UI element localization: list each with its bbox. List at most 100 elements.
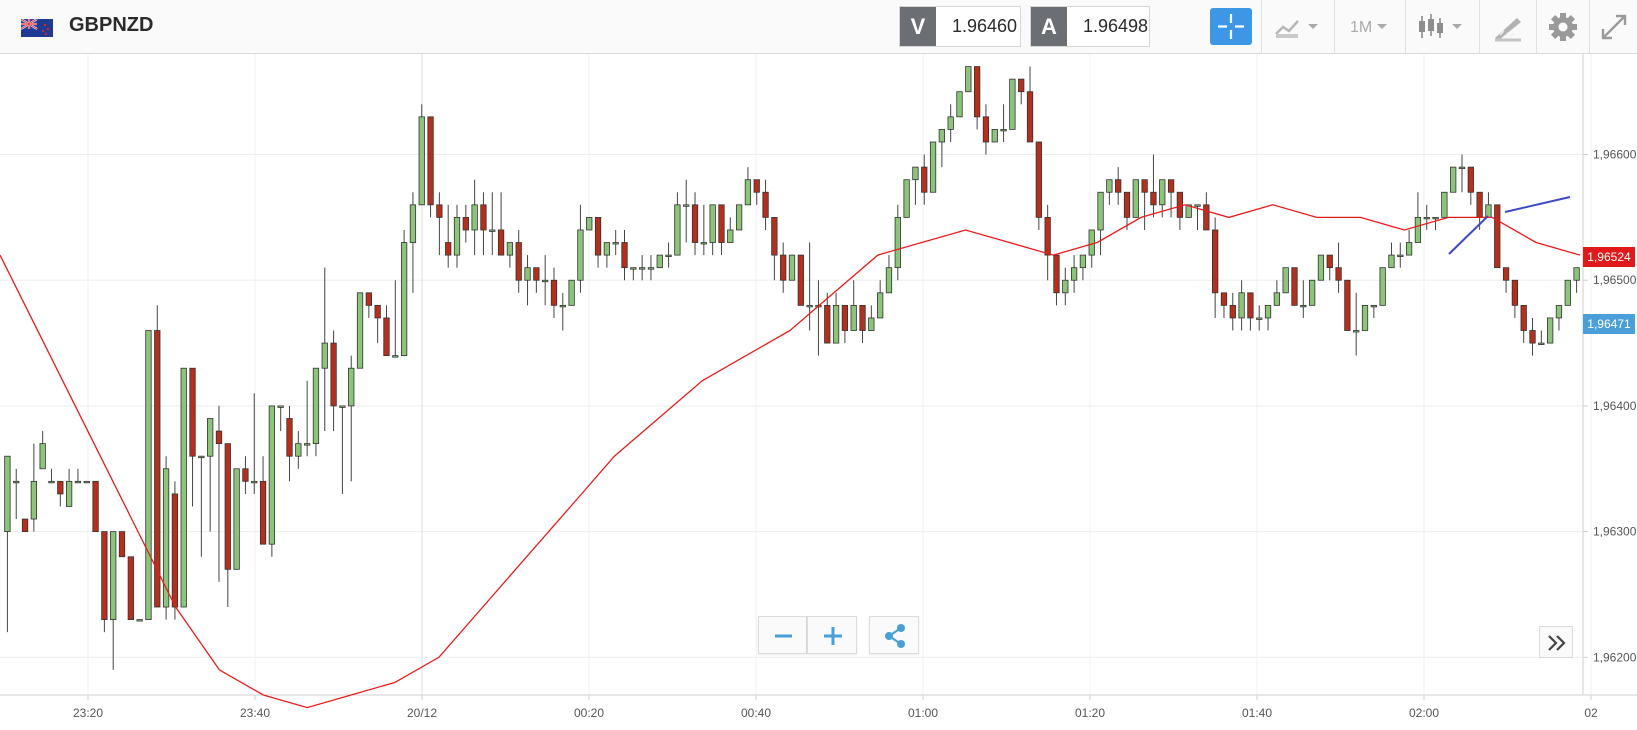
candle bbox=[409, 192, 417, 293]
candle bbox=[921, 154, 928, 205]
y-tick-label: 1,96600 bbox=[1593, 148, 1637, 162]
candle bbox=[1229, 292, 1236, 331]
candle bbox=[1370, 304, 1377, 318]
candle bbox=[1573, 267, 1580, 293]
chart-toolbar: GBPNZD V 1.96460 A 1.96498 1M bbox=[0, 0, 1637, 54]
candle bbox=[330, 330, 337, 432]
timeframe-menu-button[interactable]: 1M bbox=[1340, 6, 1402, 47]
candle bbox=[268, 405, 276, 557]
candle bbox=[189, 367, 196, 507]
candle bbox=[1317, 254, 1325, 281]
candle bbox=[1450, 166, 1457, 193]
price-chart[interactable]: 1,96600 1,96500 1,96400 1,96300 1,96200 23:2… bbox=[0, 54, 1637, 730]
scroll-to-latest-button[interactable] bbox=[1539, 626, 1573, 658]
candle bbox=[118, 531, 126, 558]
zoom-out-button[interactable] bbox=[758, 616, 807, 654]
trend-line[interactable] bbox=[1504, 196, 1571, 213]
candle bbox=[83, 480, 90, 484]
x-tick-label: 23:20 bbox=[73, 706, 103, 720]
candle bbox=[744, 167, 752, 206]
candle bbox=[1018, 78, 1025, 105]
candle bbox=[1538, 330, 1545, 345]
candle bbox=[312, 367, 320, 457]
candle bbox=[1026, 66, 1034, 143]
x-tick-label: 02:00 bbox=[1409, 706, 1439, 720]
candle bbox=[145, 330, 152, 620]
candle bbox=[691, 192, 699, 256]
candle bbox=[436, 192, 443, 256]
candle bbox=[894, 204, 901, 281]
plus-icon bbox=[824, 627, 842, 645]
candle bbox=[912, 166, 919, 205]
candle bbox=[1238, 280, 1245, 331]
y-tick-label: 1,96500 bbox=[1593, 273, 1637, 287]
x-tick-label: 01:40 bbox=[1242, 706, 1272, 720]
candle bbox=[1282, 267, 1289, 294]
bid-price-button[interactable]: V 1.96460 bbox=[899, 6, 1021, 47]
drawing-tools-button[interactable] bbox=[1483, 6, 1533, 47]
candle bbox=[471, 179, 478, 256]
candle bbox=[639, 255, 646, 281]
candle bbox=[462, 204, 469, 243]
candle bbox=[277, 405, 284, 432]
candle bbox=[304, 380, 311, 457]
candle bbox=[1485, 192, 1492, 218]
candle bbox=[612, 229, 619, 256]
candle bbox=[1397, 242, 1404, 268]
candle bbox=[515, 229, 522, 293]
candle bbox=[753, 179, 760, 205]
candle bbox=[348, 355, 355, 482]
candle bbox=[1053, 254, 1060, 306]
candle bbox=[647, 255, 655, 281]
candle bbox=[1141, 179, 1148, 230]
candle bbox=[1256, 305, 1263, 331]
crosshair-button[interactable] bbox=[1210, 8, 1252, 45]
candle bbox=[1097, 191, 1104, 256]
candle bbox=[489, 192, 496, 256]
trend-line[interactable] bbox=[1448, 215, 1489, 255]
candle bbox=[110, 531, 117, 670]
x-tick-label: 01:00 bbox=[908, 706, 938, 720]
candle bbox=[1432, 216, 1439, 230]
candle bbox=[841, 304, 849, 344]
ask-price-button[interactable]: A 1.96498 bbox=[1030, 6, 1150, 47]
candle bbox=[365, 292, 372, 318]
candle bbox=[982, 104, 990, 155]
candle bbox=[21, 518, 29, 533]
candle bbox=[1388, 242, 1395, 269]
candle bbox=[806, 242, 813, 331]
candle bbox=[929, 141, 937, 193]
fullscreen-button[interactable] bbox=[1592, 6, 1636, 47]
candle bbox=[877, 280, 884, 319]
candle bbox=[665, 242, 672, 268]
chart-type-menu-button[interactable] bbox=[1268, 6, 1330, 47]
candle bbox=[1467, 166, 1474, 205]
candle bbox=[1520, 304, 1527, 344]
candle bbox=[542, 255, 549, 306]
candle bbox=[383, 305, 390, 357]
share-icon bbox=[885, 624, 905, 648]
candle bbox=[1247, 292, 1254, 331]
candle bbox=[780, 242, 787, 293]
settings-button[interactable] bbox=[1540, 6, 1586, 47]
candle bbox=[1000, 104, 1007, 142]
candle bbox=[445, 204, 452, 268]
candle bbox=[868, 305, 875, 331]
candle bbox=[13, 468, 20, 520]
candle bbox=[480, 192, 487, 256]
zoom-in-button[interactable] bbox=[807, 616, 857, 654]
candle-style-menu-button[interactable] bbox=[1410, 6, 1476, 47]
candle bbox=[735, 204, 743, 231]
candle bbox=[762, 179, 769, 230]
x-tick-label: 20/12 bbox=[407, 706, 437, 720]
candle bbox=[127, 556, 134, 620]
candle bbox=[339, 405, 346, 494]
candle bbox=[242, 456, 249, 494]
candle bbox=[392, 280, 399, 358]
candle bbox=[286, 405, 293, 482]
share-button[interactable] bbox=[869, 616, 919, 654]
x-tick-label: 00:20 bbox=[574, 706, 604, 720]
moving-average-line bbox=[0, 204, 1581, 709]
candle bbox=[1529, 317, 1536, 356]
x-tick-label: 00:40 bbox=[741, 706, 771, 720]
